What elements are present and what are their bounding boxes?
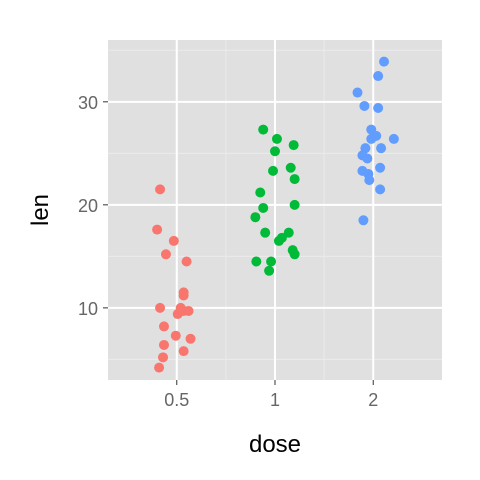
data-point [375, 162, 386, 173]
data-points [152, 56, 399, 373]
data-point [155, 184, 166, 195]
data-point [289, 174, 300, 185]
data-point [273, 235, 284, 246]
data-point [364, 175, 375, 186]
data-point [258, 124, 269, 135]
y-tick-label: 20 [78, 196, 98, 216]
data-point [358, 215, 369, 226]
x-tick-label: 0.5 [164, 390, 189, 410]
data-point [283, 227, 294, 238]
x-tick-label: 1 [270, 390, 280, 410]
data-point [178, 346, 189, 357]
x-tick-labels: 0.5 1 2 [164, 390, 378, 410]
data-point [181, 256, 192, 267]
data-point [376, 143, 387, 154]
data-point [260, 227, 271, 238]
data-point [366, 133, 377, 144]
data-point [388, 133, 399, 144]
data-point [152, 224, 163, 235]
y-tick-label: 10 [78, 299, 98, 319]
data-point [359, 100, 370, 111]
data-point [155, 302, 166, 313]
data-point [172, 309, 183, 320]
data-point [289, 249, 300, 260]
data-point [289, 199, 300, 210]
data-point [168, 235, 179, 246]
data-point [158, 321, 169, 332]
data-point [178, 290, 189, 301]
data-point [285, 162, 296, 173]
data-point [270, 146, 280, 157]
x-tick-label: 2 [368, 390, 378, 410]
data-point [373, 103, 384, 113]
y-axis-title: len [27, 194, 54, 226]
data-point [375, 184, 386, 195]
data-point [271, 133, 282, 144]
data-point [158, 339, 169, 350]
data-point [170, 330, 181, 341]
x-axis-title: dose [249, 431, 301, 458]
data-point [185, 333, 196, 344]
data-point [255, 187, 266, 198]
major-gridlines [108, 40, 442, 380]
data-point [158, 352, 169, 363]
data-point [379, 56, 390, 67]
y-tick-label: 30 [78, 93, 98, 113]
data-point [251, 256, 262, 267]
data-point [154, 362, 165, 373]
data-point [250, 212, 261, 223]
data-point [268, 165, 279, 176]
data-point [258, 202, 269, 213]
data-point [266, 256, 277, 267]
y-tick-labels: 10 20 30 [78, 93, 98, 319]
data-point [373, 71, 384, 82]
data-point [264, 265, 275, 276]
data-point [160, 249, 171, 260]
data-point [183, 305, 194, 316]
data-point [362, 153, 373, 164]
data-point [352, 87, 363, 98]
axis-ticks [103, 101, 374, 385]
data-point [288, 140, 299, 151]
